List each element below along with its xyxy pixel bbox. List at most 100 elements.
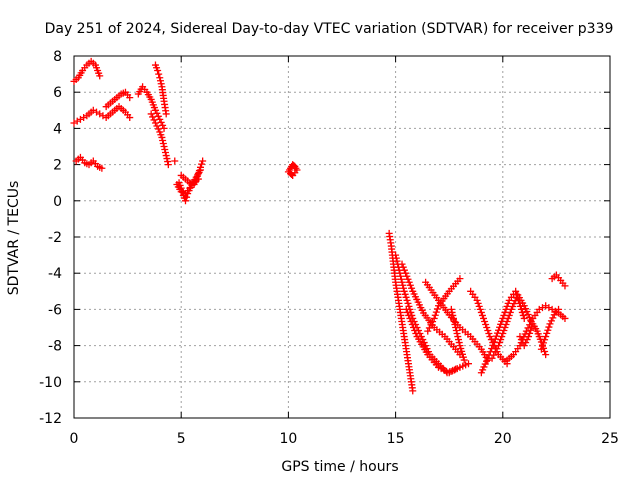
data-point-evening-j bbox=[503, 317, 511, 325]
chart-title: Day 251 of 2024, Sidereal Day-to-day VTE… bbox=[45, 21, 614, 37]
data-point-evening-h bbox=[481, 317, 489, 325]
data-point-mid-morning-d bbox=[158, 133, 166, 141]
data-point-noon-cluster-c bbox=[194, 175, 202, 183]
data-point-evening-b bbox=[397, 272, 405, 280]
data-point-evening-d bbox=[407, 317, 415, 325]
y-tick-label: 2 bbox=[53, 158, 62, 174]
data-point-evening-b bbox=[392, 251, 400, 259]
data-point-evening-m bbox=[549, 314, 557, 322]
y-tick-label: 4 bbox=[53, 121, 62, 137]
data-point-evening-l bbox=[516, 333, 524, 341]
data-point-mid-morning-d bbox=[164, 161, 172, 169]
data-point-evening-h bbox=[477, 308, 485, 316]
data-point-evening-b bbox=[401, 290, 409, 298]
data-point-mid-morning-c bbox=[162, 110, 170, 118]
data-point-evening-d bbox=[404, 308, 412, 316]
data-point-evening-g bbox=[453, 330, 461, 338]
data-point-evening-j bbox=[505, 311, 513, 319]
data-point-evening-h bbox=[478, 311, 486, 319]
data-point-evening-c bbox=[404, 275, 412, 283]
data-point-evening-m bbox=[543, 329, 551, 337]
data-point-evening-f bbox=[456, 275, 464, 283]
data-point-evening-j bbox=[497, 336, 505, 344]
y-tick-label: -2 bbox=[48, 230, 62, 246]
data-point-evening-l bbox=[525, 333, 533, 341]
x-tick-label: 20 bbox=[494, 431, 512, 447]
data-point-evening-h bbox=[483, 324, 491, 331]
data-point-evening-j bbox=[490, 351, 498, 359]
data-point-evening-f bbox=[427, 321, 435, 329]
data-point-mid-morning-d bbox=[151, 119, 159, 127]
y-tick-label: -4 bbox=[48, 266, 62, 282]
data-point-evening-c bbox=[403, 272, 411, 280]
data-point-evening-c bbox=[398, 260, 406, 268]
data-point-evening-i bbox=[519, 311, 527, 319]
data-point-evening-j bbox=[495, 342, 503, 350]
data-point-evening-f bbox=[433, 305, 441, 313]
data-point-evening-i bbox=[512, 287, 520, 295]
data-point-evening-j bbox=[504, 314, 512, 322]
data-point-morning-middle bbox=[126, 114, 134, 122]
data-point-evening-j bbox=[506, 308, 514, 316]
data-point-evening-i bbox=[518, 308, 526, 316]
data-point-mid-morning-b bbox=[151, 106, 159, 114]
x-axis-label: GPS time / hours bbox=[281, 459, 398, 475]
data-point-mid-morning-c bbox=[156, 74, 164, 82]
x-tick-label: 10 bbox=[279, 431, 297, 447]
data-point-evening-f bbox=[432, 308, 440, 316]
data-point-evening-h bbox=[486, 333, 494, 341]
data-point-noon-cluster-b bbox=[195, 166, 203, 174]
data-point-mid-morning-d bbox=[154, 125, 162, 133]
data-point-evening-j bbox=[488, 354, 496, 362]
data-point-evening-m bbox=[546, 320, 554, 328]
data-point-mid-morning-d bbox=[162, 152, 170, 160]
data-point-evening-m bbox=[537, 345, 545, 353]
data-point-mid-morning-d bbox=[159, 136, 167, 144]
data-point-mid-morning-d bbox=[164, 158, 172, 166]
data-point-mid-morning-d bbox=[161, 146, 169, 154]
data-point-evening-c bbox=[405, 278, 413, 286]
data-point-evening-h bbox=[473, 296, 481, 304]
x-tick-label: 25 bbox=[601, 431, 619, 447]
data-point-evening-g bbox=[449, 311, 457, 319]
data-point-evening-b bbox=[402, 293, 410, 301]
data-point-evening-d bbox=[411, 327, 419, 335]
data-point-evening-j bbox=[502, 320, 510, 328]
data-point-mid-morning-c bbox=[154, 66, 162, 74]
data-point-evening-m bbox=[538, 342, 546, 350]
data-point-evening-c bbox=[400, 266, 408, 274]
data-point-evening-b bbox=[398, 278, 406, 286]
data-point-evening-h bbox=[480, 314, 488, 322]
data-point-evening-h bbox=[484, 327, 492, 335]
data-point-evening-b bbox=[392, 254, 400, 262]
data-point-evening-l bbox=[523, 336, 531, 344]
data-point-evening-m bbox=[555, 305, 563, 313]
data-point-evening-g bbox=[454, 333, 462, 341]
data-point-evening-i bbox=[517, 305, 525, 313]
data-point-mid-morning-d bbox=[150, 116, 158, 124]
data-point-evening-g bbox=[450, 317, 458, 325]
data-point-evening-b bbox=[393, 257, 401, 265]
data-point-mid-morning-c bbox=[155, 70, 163, 78]
data-point-evening-a bbox=[409, 387, 417, 395]
y-tick-label: 0 bbox=[53, 194, 62, 210]
axis-ticks: 0 5 10 15 20 25 -12 -10 -8 -6 -4 -2 0 2 4 6 8 bbox=[39, 49, 619, 447]
data-point-evening-f bbox=[431, 311, 439, 319]
data-point-late-evening bbox=[561, 282, 569, 290]
data-point-evening-c bbox=[408, 284, 416, 292]
data-point-evening-m bbox=[541, 336, 549, 344]
data-point-evening-g bbox=[452, 324, 460, 331]
data-point-afternoon bbox=[288, 171, 296, 179]
y-tick-label: -10 bbox=[39, 375, 62, 391]
data-point-evening-j bbox=[499, 330, 507, 338]
data-point-evening-h bbox=[485, 330, 493, 338]
data-point-evening-h bbox=[475, 302, 483, 310]
data-point-evening-g bbox=[454, 336, 462, 344]
data-point-evening-g bbox=[455, 339, 463, 347]
data-point-evening-b bbox=[399, 281, 407, 289]
x-tick-label: 0 bbox=[70, 431, 79, 447]
y-tick-label: 6 bbox=[53, 85, 62, 101]
data-point-evening-j bbox=[501, 324, 509, 331]
